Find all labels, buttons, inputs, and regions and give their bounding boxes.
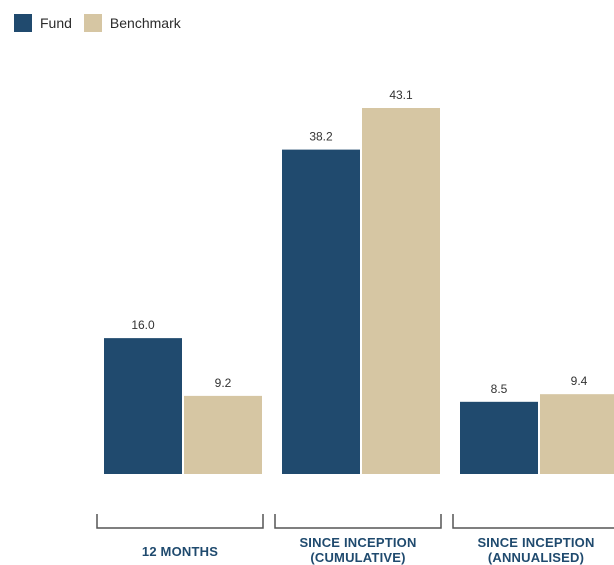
bar-fund-2 [460, 401, 538, 474]
legend-swatch-fund [14, 14, 32, 32]
chart-legend: Fund Benchmark [14, 14, 193, 32]
legend-swatch-benchmark [83, 14, 102, 32]
data-label-benchmark-1: 43.1 [389, 88, 413, 102]
category-label-2-line-1: (ANNUALISED) [488, 550, 584, 565]
legend-item-fund: Fund [14, 14, 72, 32]
legend-label-benchmark: Benchmark [109, 15, 181, 31]
category-label-1-line-1: (CUMULATIVE) [310, 550, 405, 565]
bar-benchmark-1 [362, 108, 440, 474]
bar-fund-1 [282, 149, 360, 474]
data-label-benchmark-0: 9.2 [215, 376, 232, 390]
category-label-1-line-0: SINCE INCEPTION [299, 535, 416, 550]
bar-benchmark-2 [540, 394, 614, 474]
data-label-fund-0: 16.0 [131, 318, 155, 332]
legend-item-benchmark: Benchmark [83, 14, 181, 32]
data-label-benchmark-2: 9.4 [571, 374, 588, 388]
category-bracket-0 [96, 514, 264, 529]
bar-fund-0 [104, 338, 182, 474]
category-label-2-line-0: SINCE INCEPTION [477, 535, 594, 550]
category-label-0-line-0: 12 MONTHS [142, 544, 218, 559]
category-bracket-1 [274, 514, 442, 529]
bar-benchmark-0 [184, 395, 262, 474]
data-label-fund-1: 38.2 [309, 130, 333, 144]
legend-label-fund: Fund [40, 15, 72, 31]
category-bracket-2 [452, 514, 614, 529]
data-label-fund-2: 8.5 [491, 382, 508, 396]
